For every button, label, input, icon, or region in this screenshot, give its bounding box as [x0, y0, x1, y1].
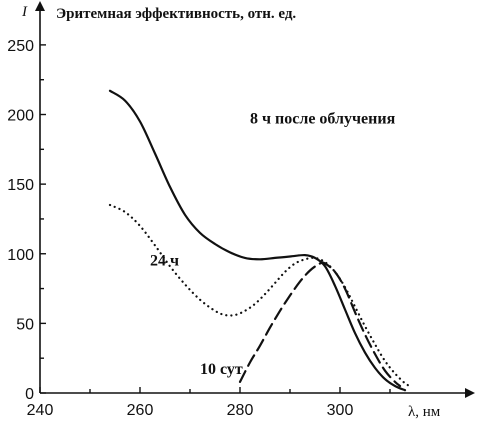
- x-axis-title: λ, нм: [408, 404, 441, 420]
- x-tick-label: 240: [27, 402, 54, 419]
- x-tick-label: 300: [327, 402, 354, 419]
- axes: [35, 1, 475, 398]
- series-8h-line: [108, 89, 407, 392]
- y-tick-label: 0: [25, 386, 34, 403]
- annotation-layer: 8 ч после облучения 24 ч 10 сут: [150, 110, 396, 378]
- x-ticks: 240 260 280 300: [27, 387, 391, 419]
- y-tick-label: 200: [7, 108, 34, 125]
- series-24h-line: [108, 203, 412, 388]
- label-10d: 10 сут: [200, 361, 243, 378]
- y-tick-label: 150: [7, 177, 34, 194]
- y-tick-label: 50: [16, 316, 34, 333]
- x-tick-label: 260: [127, 402, 154, 419]
- y-ticks: 0 50 100 150 200 250: [7, 38, 46, 403]
- y-tick-label: 250: [7, 38, 34, 55]
- label-24h: 24 ч: [150, 252, 179, 269]
- x-tick-label: 280: [227, 402, 254, 419]
- y-tick-label: 100: [7, 247, 34, 264]
- series-layer: [108, 89, 412, 392]
- y-axis-symbol: I: [21, 4, 28, 20]
- label-8h: 8 ч после облучения: [250, 110, 396, 127]
- y-axis-title: Эритемная эффективность, отн. ед.: [56, 6, 296, 22]
- series-10d-line: [238, 261, 402, 388]
